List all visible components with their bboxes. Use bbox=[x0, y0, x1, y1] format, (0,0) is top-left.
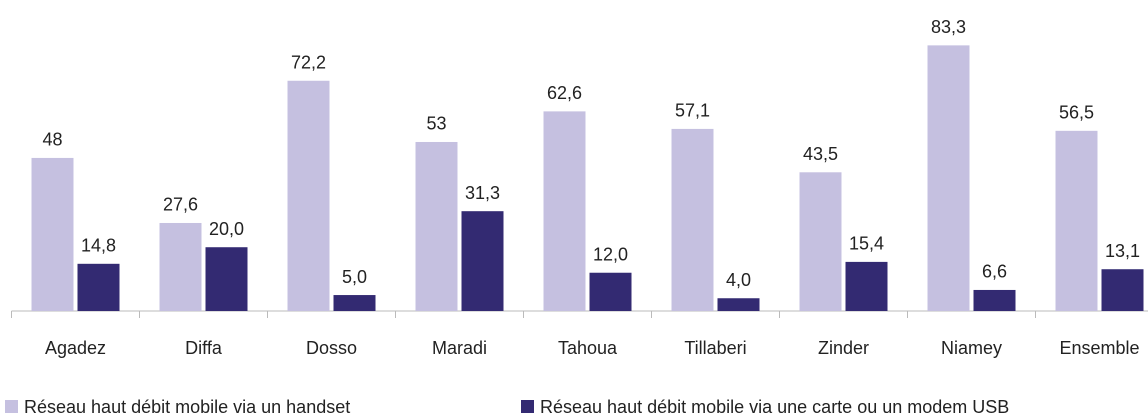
data-label: 20,0 bbox=[209, 219, 244, 239]
data-label: 31,3 bbox=[465, 183, 500, 203]
data-label: 56,5 bbox=[1059, 103, 1094, 123]
bar bbox=[77, 263, 120, 311]
bar bbox=[543, 111, 586, 312]
bar bbox=[671, 128, 714, 311]
data-label: 12,0 bbox=[593, 244, 628, 264]
data-label: 5,0 bbox=[342, 267, 367, 287]
bar bbox=[415, 141, 458, 311]
data-label: 4,0 bbox=[726, 270, 751, 290]
bar bbox=[461, 211, 504, 311]
bar bbox=[973, 289, 1016, 311]
bar bbox=[589, 272, 632, 311]
bar bbox=[159, 222, 202, 311]
legend-swatch bbox=[521, 400, 534, 413]
bar bbox=[845, 261, 888, 311]
data-label: 14,8 bbox=[81, 236, 116, 256]
data-label: 83,3 bbox=[931, 17, 966, 37]
x-tick-label: Dosso bbox=[306, 338, 357, 358]
legend-label: Réseau haut débit mobile via une carte o… bbox=[540, 397, 1009, 417]
data-label: 27,6 bbox=[163, 195, 198, 215]
bar bbox=[717, 298, 760, 311]
data-label: 6,6 bbox=[982, 262, 1007, 282]
data-label: 48 bbox=[42, 130, 62, 150]
legend-swatch bbox=[5, 400, 18, 413]
x-tick-label: Tahoua bbox=[558, 338, 618, 358]
bar bbox=[1101, 269, 1144, 311]
bar bbox=[287, 80, 330, 311]
x-tick-label: Zinder bbox=[818, 338, 869, 358]
bar bbox=[205, 247, 248, 311]
data-label: 62,6 bbox=[547, 83, 582, 103]
x-tick-label: Agadez bbox=[45, 338, 106, 358]
data-label: 43,5 bbox=[803, 144, 838, 164]
legend-label: Réseau haut débit mobile via un handset bbox=[24, 397, 350, 417]
x-tick-label: Maradi bbox=[432, 338, 487, 358]
bar bbox=[1055, 130, 1098, 311]
data-label: 57,1 bbox=[675, 101, 710, 121]
data-label: 15,4 bbox=[849, 234, 884, 254]
x-tick-label: Tillaberi bbox=[684, 338, 746, 358]
bar bbox=[927, 45, 970, 312]
data-label: 13,1 bbox=[1105, 241, 1140, 261]
data-label: 53 bbox=[426, 114, 446, 134]
x-tick-label: Niamey bbox=[941, 338, 1002, 358]
bar bbox=[333, 295, 376, 311]
data-label: 72,2 bbox=[291, 53, 326, 73]
bar bbox=[31, 157, 74, 311]
bar bbox=[799, 172, 842, 311]
x-tick-label: Ensemble bbox=[1059, 338, 1139, 358]
x-tick-label: Diffa bbox=[185, 338, 223, 358]
